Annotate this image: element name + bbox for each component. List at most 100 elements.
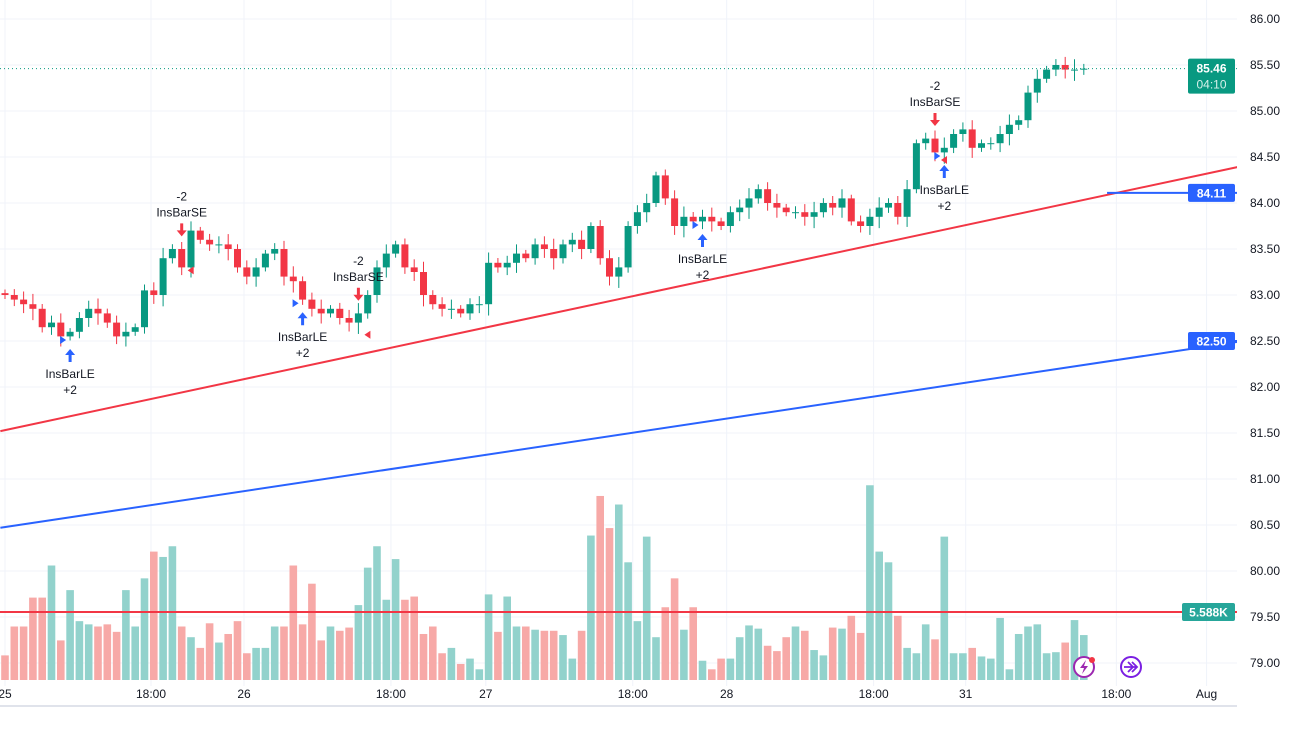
price-tick: 81.50 — [1250, 426, 1280, 440]
candle-body — [661, 175, 669, 199]
blue-trendline — [0, 340, 1238, 529]
volume-bar — [47, 565, 56, 680]
candle — [531, 238, 539, 265]
candle — [159, 247, 167, 307]
candle — [308, 292, 316, 317]
volume-bar — [549, 630, 558, 680]
candle — [178, 242, 186, 276]
candle-body — [717, 221, 725, 226]
candle — [540, 236, 548, 258]
volume-bar — [38, 597, 46, 680]
candle-body — [336, 308, 344, 318]
candle-body — [345, 318, 353, 323]
candle — [1033, 69, 1041, 103]
price-tick: 82.00 — [1250, 380, 1280, 394]
candle-body — [364, 295, 372, 314]
volume-bar — [456, 663, 465, 680]
lightning-glyph — [1080, 660, 1088, 674]
volume-bar — [270, 626, 279, 680]
candle — [968, 120, 976, 158]
candle-body — [429, 295, 437, 305]
candle-body — [57, 322, 65, 337]
candle — [726, 206, 734, 233]
lightning-icon[interactable] — [1073, 656, 1095, 678]
candle-body — [866, 216, 874, 226]
scroll-to-realtime-icon[interactable] — [1120, 656, 1142, 678]
candle — [1043, 65, 1051, 83]
volume-bar — [494, 631, 502, 680]
volume-bar — [801, 630, 809, 680]
candle — [652, 171, 660, 208]
candle-body — [252, 267, 260, 277]
arrow-down-icon — [930, 113, 940, 126]
signal-qty: +2 — [696, 268, 710, 282]
candle-body — [327, 308, 334, 314]
candle-body — [503, 262, 511, 268]
candle — [875, 197, 883, 229]
signal-InsBarSE: InsBarSE -2 — [910, 79, 960, 164]
volume-bar — [215, 642, 223, 680]
chart-container[interactable]: InsBarLE +2 InsBarSE -2 InsBarLE +2 InsBarSE -2… — [0, 0, 1293, 707]
candle-body — [968, 129, 976, 148]
candle — [978, 139, 985, 152]
volume-bar — [987, 658, 995, 680]
candle — [819, 198, 827, 218]
candle-body — [178, 249, 186, 268]
volume-bar — [680, 629, 688, 680]
candle — [485, 252, 493, 316]
candle-body — [280, 249, 288, 277]
volume-bar — [1052, 652, 1060, 680]
volume-bar — [615, 504, 623, 680]
volume-bar — [168, 546, 177, 680]
candle — [903, 180, 911, 227]
candle-body — [801, 212, 809, 217]
price-chart[interactable]: InsBarLE +2 InsBarSE -2 InsBarLE +2 InsBarSE -2… — [0, 0, 1293, 707]
candle — [75, 312, 83, 339]
candle — [773, 193, 781, 218]
candle-body — [903, 189, 911, 217]
candle — [661, 169, 669, 205]
candle — [373, 260, 381, 303]
candle — [568, 232, 576, 253]
candle-body — [540, 244, 548, 249]
candle-body — [1015, 120, 1023, 125]
candle — [141, 284, 148, 334]
volume-bar — [949, 653, 958, 680]
volume-bar — [112, 631, 121, 680]
volume-bar — [894, 615, 902, 680]
volume-bar — [243, 653, 251, 680]
candle — [38, 304, 46, 333]
candle — [959, 122, 967, 142]
candle — [801, 204, 809, 226]
time-tick: Aug — [1196, 687, 1217, 701]
time-tick: 18:00 — [1101, 687, 1131, 701]
candle-body — [299, 281, 307, 300]
arrow-up-icon — [65, 349, 76, 362]
candle — [699, 209, 706, 230]
candle — [271, 243, 279, 261]
candle — [596, 220, 604, 265]
candle — [503, 255, 511, 276]
candle-body — [587, 226, 595, 249]
price-tick: 83.50 — [1250, 242, 1280, 256]
volume-bar — [931, 639, 939, 680]
volume-bar — [596, 495, 604, 680]
entry-marker-icon — [60, 336, 67, 344]
candle-body — [792, 212, 799, 214]
volume-bar — [522, 626, 530, 680]
candle-body — [689, 216, 697, 222]
volume-bar — [224, 633, 232, 680]
volume-bar — [884, 562, 893, 680]
signal-InsBarSE: InsBarSE -2 — [156, 189, 207, 275]
candle — [410, 259, 418, 281]
candle — [717, 217, 725, 231]
signal-InsBarLE: InsBarLE +2 — [45, 336, 95, 397]
volume-bar — [345, 627, 353, 680]
candle-body — [466, 304, 474, 314]
candle-body — [810, 212, 818, 217]
candle-body — [875, 207, 883, 217]
candle-body — [885, 203, 892, 208]
entry-marker-icon — [692, 221, 699, 229]
candle-body — [1005, 124, 1013, 134]
candle — [1, 289, 9, 300]
